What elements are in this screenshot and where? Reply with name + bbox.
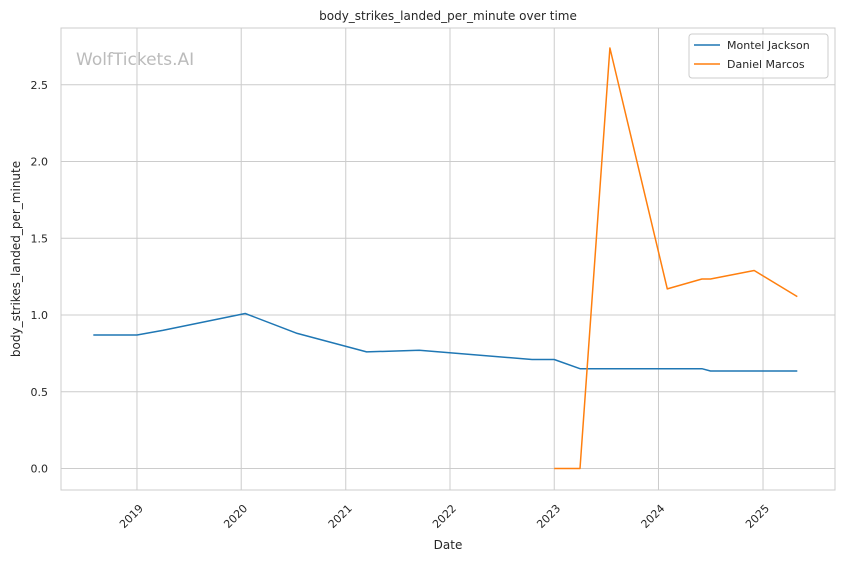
x-tick-label: 2024 bbox=[639, 502, 668, 531]
x-axis-label: Date bbox=[434, 538, 463, 552]
y-tick-label: 0.0 bbox=[31, 463, 49, 476]
legend-box bbox=[688, 33, 829, 79]
x-tick-label: 2020 bbox=[221, 502, 250, 531]
y-tick-label: 1.5 bbox=[31, 232, 49, 245]
series-lines bbox=[93, 47, 798, 470]
y-gridlines bbox=[61, 84, 835, 470]
y-tick-label: 1.0 bbox=[31, 309, 49, 322]
y-axis-label: body_strikes_landed_per_minute bbox=[9, 161, 23, 357]
series-line bbox=[93, 312, 798, 372]
x-gridlines bbox=[136, 28, 764, 490]
plot-frame bbox=[60, 27, 836, 491]
legend-label: Montel Jackson bbox=[727, 39, 810, 52]
y-tick-labels: 0.0 0.5 1.0 1.5 2.0 2.5 bbox=[31, 79, 49, 476]
legend: Montel Jackson Daniel Marcos bbox=[688, 33, 829, 79]
x-tick-labels: 2019 2020 2021 2022 2023 2024 2025 bbox=[117, 502, 772, 531]
series-line bbox=[554, 47, 798, 470]
y-tick-label: 2.5 bbox=[31, 79, 49, 92]
chart-title: body_strikes_landed_per_minute over time bbox=[319, 9, 577, 23]
x-tick-label: 2019 bbox=[117, 502, 146, 531]
legend-label: Daniel Marcos bbox=[727, 58, 805, 71]
x-tick-label: 2021 bbox=[326, 502, 355, 531]
y-tick-label: 0.5 bbox=[31, 386, 49, 399]
x-tick-label: 2023 bbox=[534, 502, 563, 531]
x-tick-label: 2022 bbox=[430, 502, 459, 531]
y-tick-label: 2.0 bbox=[31, 156, 49, 169]
watermark: WolfTickets.AI bbox=[76, 50, 194, 70]
x-tick-label: 2025 bbox=[743, 502, 772, 531]
